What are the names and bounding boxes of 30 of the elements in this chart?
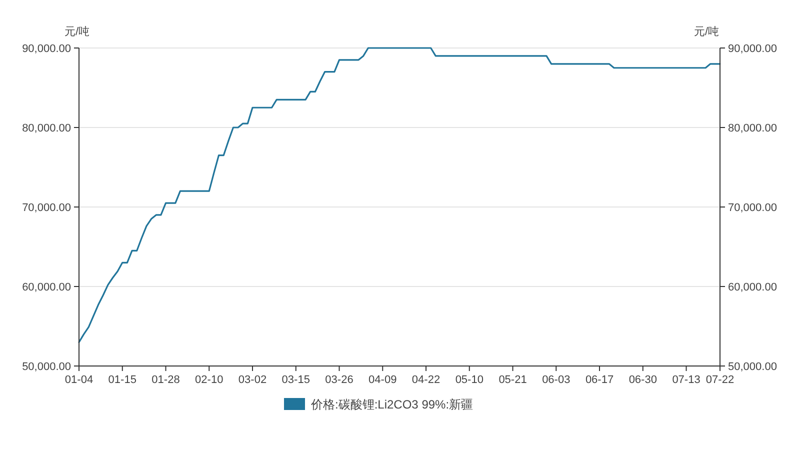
x-tick-label: 01-28 xyxy=(152,374,180,386)
y-axis-title: 元/吨 xyxy=(64,25,90,38)
y2-axis-title: 元/吨 xyxy=(694,25,719,38)
line-series xyxy=(78,47,721,343)
x-tick-label: 07-13 xyxy=(672,374,700,386)
x-tick-label: 06-03 xyxy=(542,374,570,386)
y2-tick-label: 70,000.00 xyxy=(728,202,777,214)
y-tick-label: 70,000.00 xyxy=(22,202,71,214)
x-tick-label: 06-30 xyxy=(628,374,657,386)
y-tick-label: 90,000.00 xyxy=(22,42,71,55)
y2-tick-label: 90,000.00 xyxy=(728,42,777,55)
y-tick-label: 60,000.00 xyxy=(22,281,71,294)
y2-tick-label: 50,000.00 xyxy=(728,360,777,373)
x-tick-label: 04-22 xyxy=(412,374,440,386)
y2-tick-label: 80,000.00 xyxy=(728,122,777,134)
x-tick-label: 03-26 xyxy=(325,374,354,386)
y2-tick-label: 60,000.00 xyxy=(728,281,777,294)
x-tick-label: 02-10 xyxy=(195,374,224,386)
x-tick-label: 05-10 xyxy=(455,374,484,386)
x-tick-label: 03-02 xyxy=(238,374,267,386)
x-tick-label: 01-15 xyxy=(108,374,136,386)
y-tick-label: 50,000.00 xyxy=(22,360,71,373)
x-tick-label: 04-09 xyxy=(368,374,397,386)
x-tick-label: 01-04 xyxy=(64,374,94,386)
x-tick-label: 03-15 xyxy=(282,374,310,386)
x-tick-label: 05-21 xyxy=(498,374,527,386)
x-tick-label: 06-17 xyxy=(585,374,614,386)
y-tick-label: 80,000.00 xyxy=(22,122,71,134)
legend-label: 价格:碳酸锂:Li2CO3 99%:新疆 xyxy=(310,398,474,412)
x-tick-label: 07-22 xyxy=(706,374,734,386)
